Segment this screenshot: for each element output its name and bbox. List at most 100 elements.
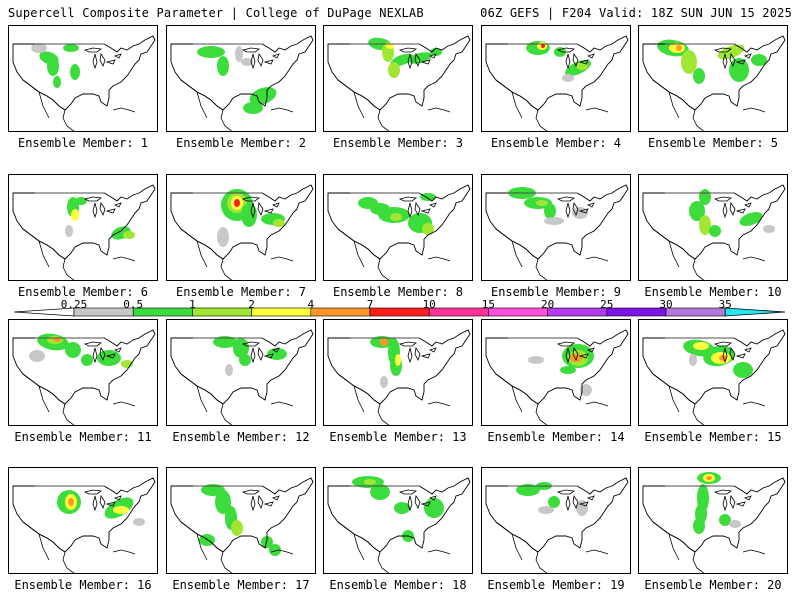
ensemble-member-label: Ensemble Member: 5 (647, 136, 779, 150)
great-lake (743, 495, 752, 501)
ensemble-member-label: Ensemble Member: 15 (644, 430, 782, 444)
mexico-coast (22, 79, 75, 131)
great-lake (722, 202, 728, 219)
ensemble-member-label: Ensemble Member: 20 (644, 578, 782, 592)
cuba-coast (427, 107, 451, 113)
ensemble-member-map-18 (323, 467, 473, 574)
scp-area (213, 336, 237, 348)
ensemble-member-label: Ensemble Member: 4 (490, 136, 622, 150)
great-lake (99, 201, 106, 217)
ensemble-member-label: Ensemble Member: 3 (332, 136, 464, 150)
great-lake (713, 196, 733, 202)
scp-area (751, 54, 767, 66)
ensemble-member-map-8 (323, 174, 473, 281)
great-lake (250, 495, 256, 512)
scp-area (231, 520, 243, 536)
scp-area (420, 193, 436, 201)
coastline (12, 184, 156, 260)
great-lake (565, 347, 571, 364)
great-lake (420, 353, 431, 359)
great-lake (729, 201, 736, 217)
ensemble-member-map-9 (481, 174, 631, 281)
ensemble-member-label: Ensemble Member: 18 (329, 578, 467, 592)
great-lake (565, 202, 571, 219)
great-lake (92, 347, 98, 364)
great-lake (586, 202, 595, 208)
great-lake (578, 208, 589, 214)
cuba-coast (585, 107, 609, 113)
great-lake (241, 196, 261, 202)
cuba-coast (585, 549, 609, 555)
great-lake (99, 346, 106, 362)
scp-area (53, 76, 61, 88)
mexico-coast (337, 373, 390, 425)
scp-area (65, 225, 73, 237)
great-lake (713, 341, 733, 347)
legend-tick: 25 (600, 298, 614, 311)
scp-area (763, 225, 775, 233)
cuba-coast (742, 549, 766, 555)
cuba-coast (585, 401, 609, 407)
scp-area (693, 518, 705, 534)
great-lake (83, 47, 103, 53)
scp-area (47, 56, 59, 76)
scp-area (261, 536, 273, 548)
scp-area (71, 209, 79, 221)
great-lake (713, 47, 733, 53)
scp-area (70, 64, 80, 80)
scp-area (709, 225, 721, 237)
mexico-coast (495, 228, 548, 280)
cuba-coast (112, 549, 136, 555)
scp-area (233, 338, 249, 358)
great-lake (572, 201, 579, 217)
great-lake (743, 347, 752, 353)
mexico-coast (180, 228, 233, 280)
great-lake (105, 501, 116, 507)
us-map-svg (170, 329, 314, 425)
mexico-coast (495, 521, 548, 573)
mexico-coast (337, 79, 390, 131)
legend-color-bin (369, 307, 430, 317)
great-lake (565, 495, 571, 512)
great-lake (398, 196, 418, 202)
great-lake (271, 202, 280, 208)
scp-area (516, 484, 540, 496)
great-lake (722, 495, 728, 512)
legend-color-bin (251, 307, 312, 317)
scp-area (241, 203, 257, 227)
scp-contours (217, 189, 285, 247)
scp-area (729, 520, 741, 528)
ensemble-member-label: Ensemble Member: 13 (329, 430, 467, 444)
mexico-coast (337, 228, 390, 280)
coastline (485, 329, 629, 405)
map-title: Supercell Composite Parameter | College … (8, 6, 424, 20)
scp-contours (683, 339, 753, 378)
ensemble-member-label: Ensemble Member: 11 (14, 430, 152, 444)
great-lake (113, 495, 122, 501)
us-map-svg (485, 35, 629, 131)
ensemble-member-label: Ensemble Member: 17 (172, 578, 310, 592)
coastline (12, 477, 156, 553)
scp-area (197, 46, 225, 58)
cuba-coast (112, 107, 136, 113)
us-map-svg (170, 35, 314, 131)
us-map-svg (12, 477, 156, 573)
ensemble-member-map-10 (638, 174, 788, 281)
great-lake (105, 353, 116, 359)
great-lake (257, 52, 264, 68)
mexico-coast (495, 373, 548, 425)
legend-tick: 15 (481, 298, 496, 311)
great-lake (565, 53, 571, 70)
us-map-svg (642, 184, 786, 280)
great-lake (241, 489, 261, 495)
great-lake (105, 208, 116, 214)
us-map-svg (327, 35, 471, 131)
scp-area (388, 62, 400, 78)
mexico-coast (180, 373, 233, 425)
great-lake (257, 201, 264, 217)
great-lake (743, 53, 752, 59)
scp-area (430, 48, 442, 56)
great-lake (586, 347, 595, 353)
scp-area (544, 203, 556, 219)
us-map-svg (327, 329, 471, 425)
